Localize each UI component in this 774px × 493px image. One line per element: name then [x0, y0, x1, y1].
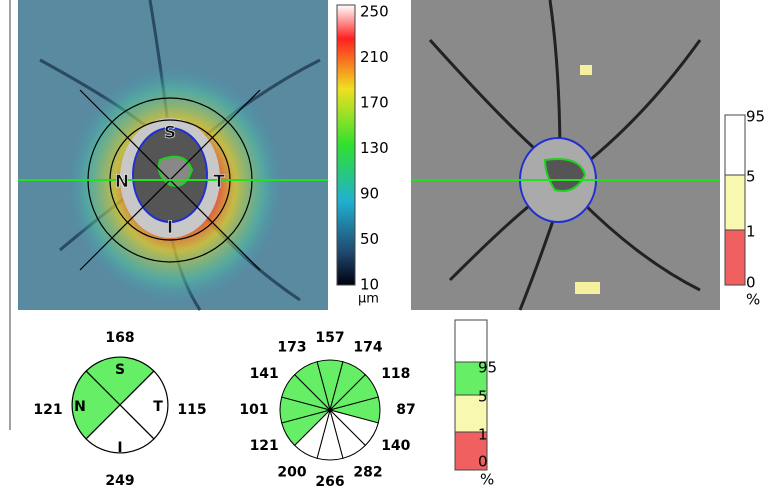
clock-value: 173	[277, 340, 306, 356]
thickness-image	[18, 0, 328, 311]
clock-value: 157	[315, 330, 344, 346]
quadrant-diagram	[71, 356, 169, 454]
colorbar-tick-label: 50	[360, 230, 379, 248]
orientation-label: I	[167, 218, 173, 238]
colorbar-tick-label: 170	[360, 94, 389, 112]
colorbar-unit: μm	[358, 292, 379, 307]
colorbar-tick-label: 10	[360, 276, 379, 294]
orientation-label: T	[213, 172, 225, 192]
clock-value: 200	[277, 464, 306, 480]
quadrant-letter: T	[153, 399, 163, 415]
colorbar-tick-label: 210	[360, 48, 389, 66]
quadrant-letter: I	[117, 440, 122, 456]
clock-value: 174	[353, 340, 382, 356]
legend-label: 5	[478, 388, 488, 406]
clock-value: 118	[381, 366, 410, 382]
orientation-label: N	[115, 172, 129, 192]
colorbar-tick-label: 90	[360, 185, 379, 203]
legend-label: 5	[746, 168, 756, 186]
clock-value: 121	[250, 438, 279, 454]
clock-value: 87	[396, 402, 415, 418]
quadrant-letter: N	[74, 399, 86, 415]
colorbar-tick-label: 130	[360, 139, 389, 157]
deviation-legend	[724, 114, 746, 286]
quadrant-value: 121	[33, 402, 62, 418]
clock-value: 266	[315, 474, 344, 490]
legend-unit: %	[480, 471, 494, 489]
clock-diagram	[279, 359, 381, 461]
legend-label: 0	[746, 274, 756, 292]
colorbar-tick-label: 250	[360, 3, 389, 21]
legend-label: 95	[478, 359, 497, 377]
legend-label: 95	[746, 108, 765, 126]
quadrant-value: 115	[177, 402, 206, 418]
clock-value: 140	[381, 438, 410, 454]
sector-legend	[454, 319, 488, 471]
quadrant-value: 249	[105, 473, 134, 489]
legend-label: 0	[478, 453, 488, 471]
legend-unit: %	[746, 291, 760, 309]
deviation-image	[411, 0, 720, 311]
legend-label: 1	[746, 223, 756, 241]
legend-label: 1	[478, 426, 488, 444]
colorbar	[336, 4, 356, 286]
orientation-label: S	[164, 123, 176, 143]
clock-sector	[293, 361, 331, 412]
quadrant-letter: S	[115, 362, 125, 378]
clock-value: 101	[239, 402, 268, 418]
clock-value: 282	[353, 464, 382, 480]
clock-value: 141	[250, 366, 279, 382]
quadrant-value: 168	[105, 330, 134, 346]
